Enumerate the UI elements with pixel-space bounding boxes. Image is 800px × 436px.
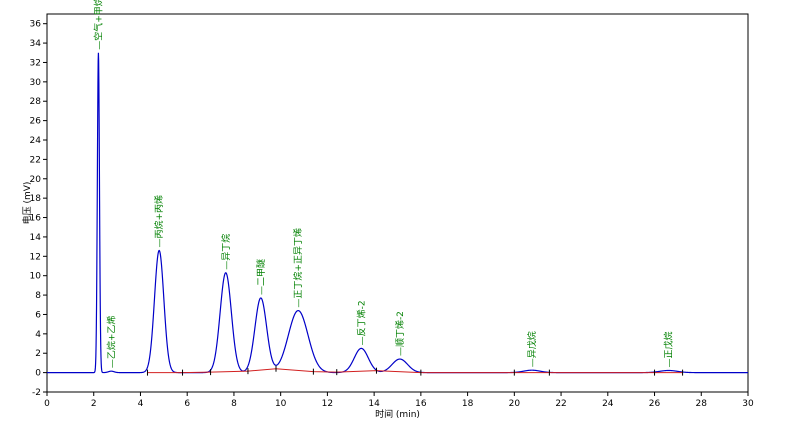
- y-tick-label: 26: [30, 117, 42, 127]
- y-tick-label: 20: [30, 175, 42, 185]
- x-tick-label: 26: [649, 399, 661, 409]
- y-tick-label: 18: [30, 194, 42, 204]
- peak-label: —空气+甲烷: [92, 0, 104, 50]
- x-tick-label: 0: [44, 399, 50, 409]
- x-axis-label: 时间 (min): [375, 408, 420, 420]
- y-tick-label: 2: [35, 349, 41, 359]
- peak-label: —乙烷+乙烯: [105, 316, 117, 369]
- y-tick-label: 12: [30, 252, 41, 262]
- peak-labels: —空气+甲烷 —乙烷+乙烯 —丙烷+丙烯 —异丁烷 —二甲醚 —正丁烷+正异丁烯 —反丁烯-…: [92, 0, 674, 368]
- y-tick-label: 16: [30, 214, 42, 224]
- y-tick-label: 24: [30, 136, 42, 146]
- x-tick-label: 6: [184, 399, 190, 409]
- x-tick-label: 28: [696, 399, 708, 409]
- x-tick-label: 4: [138, 399, 144, 409]
- plot-frame: [46, 13, 749, 393]
- peak-label: —正戊烷: [663, 331, 675, 367]
- x-tick-label: 12: [322, 399, 333, 409]
- x-tick-label: 18: [462, 399, 474, 409]
- y-tick-label: 34: [30, 39, 42, 49]
- y-tick-label: 14: [30, 233, 42, 243]
- x-tick-label: 16: [415, 399, 427, 409]
- x-tick-label: 22: [555, 399, 566, 409]
- y-axis-label: 电压 (mV): [21, 182, 33, 225]
- peak-label: —二甲醚: [255, 259, 267, 295]
- x-tick-label: 20: [509, 399, 521, 409]
- traces: [47, 52, 748, 376]
- y-tick-label: 22: [30, 155, 41, 165]
- x-tick-label: 14: [368, 399, 380, 409]
- y-tick-label: 32: [30, 58, 41, 68]
- y-tick-label: 10: [30, 272, 42, 282]
- y-tick-label: 30: [30, 78, 42, 88]
- x-tick-label: 8: [231, 399, 237, 409]
- y-tick-label: -2: [32, 388, 41, 398]
- y-tick-label: 28: [30, 97, 42, 107]
- peak-label: —反丁烯-2: [355, 300, 367, 345]
- x-tick-label: 10: [275, 399, 287, 409]
- y-tick-label: 0: [35, 369, 41, 379]
- peak-label: —正丁烷+正异丁烯: [292, 228, 304, 308]
- x-tick-label: 2: [91, 399, 97, 409]
- peak-label: —顺丁烯-2: [394, 311, 406, 356]
- peak-label: —丙烷+丙烯: [153, 195, 165, 248]
- y-tick-label: 36: [30, 20, 42, 30]
- y-tick-label: 8: [35, 291, 41, 301]
- x-tick-label: 30: [742, 399, 754, 409]
- y-tick-label: 4: [35, 330, 41, 340]
- y-tick-label: 6: [35, 310, 41, 320]
- peak-label: —异戊烷: [526, 331, 538, 367]
- peak-label: —异丁烷: [220, 234, 232, 270]
- x-tick-label: 24: [602, 399, 614, 409]
